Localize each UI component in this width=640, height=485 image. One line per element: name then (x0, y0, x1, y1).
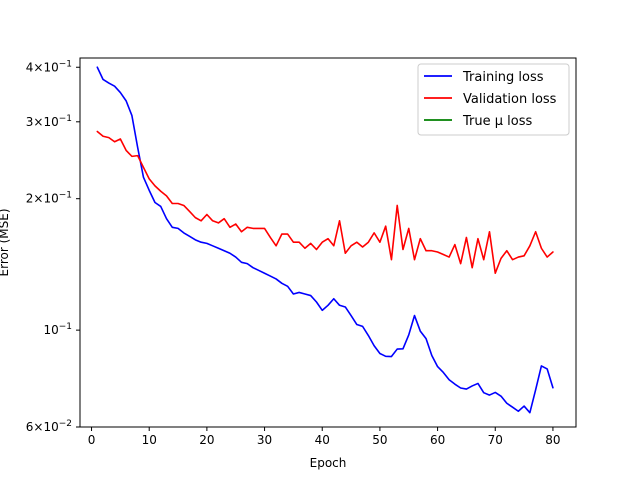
y-tick-label: 6×10−2 (26, 419, 72, 434)
x-tick-label: 50 (372, 433, 387, 447)
x-tick-label: 70 (488, 433, 503, 447)
x-tick-label: 60 (430, 433, 445, 447)
x-tick-label: 40 (315, 433, 330, 447)
x-tick-label: 20 (199, 433, 214, 447)
x-tick-label: 10 (142, 433, 157, 447)
legend-label: Training loss (462, 70, 544, 85)
y-tick-label: 10−1 (43, 322, 72, 337)
x-tick-label: 80 (545, 433, 560, 447)
legend-box (417, 63, 570, 136)
x-tick-label: 0 (88, 433, 96, 447)
x-tick-label: 30 (257, 433, 272, 447)
legend-label: True μ loss (462, 114, 532, 129)
y-tick-label: 4×10−1 (26, 59, 72, 74)
x-axis-label: Epoch (310, 456, 347, 470)
legend-label: Validation loss (463, 92, 557, 107)
series-line-1 (96, 130, 554, 275)
y-tick-label: 3×10−1 (26, 114, 72, 129)
y-axis-label: Error (MSE) (0, 209, 11, 277)
series-line-0 (96, 66, 554, 414)
y-tick-label: 2×10−1 (26, 191, 72, 206)
plot-frame (79, 57, 577, 428)
